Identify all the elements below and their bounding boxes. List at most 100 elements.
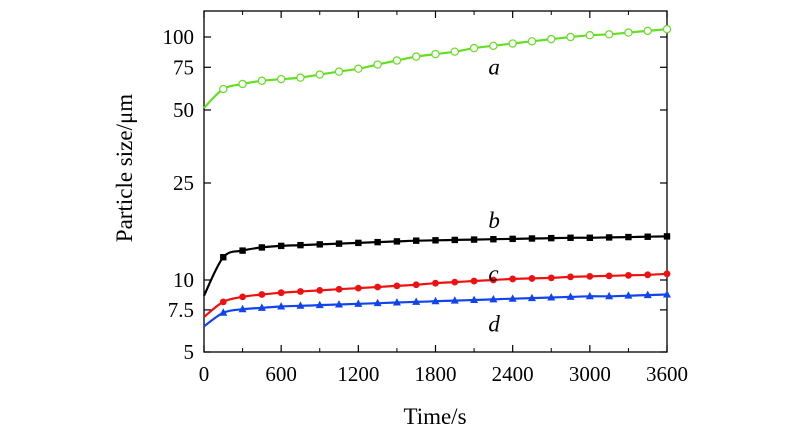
series-c-point bbox=[297, 288, 304, 295]
series-a-point bbox=[469, 43, 479, 53]
series-c-point bbox=[277, 289, 285, 297]
series-b-point bbox=[625, 233, 632, 241]
series-a-label: a bbox=[488, 54, 500, 79]
series-a-point bbox=[662, 24, 672, 34]
series-a-point bbox=[315, 70, 324, 79]
series-d-point bbox=[277, 302, 286, 310]
y-tick-label: 5 bbox=[184, 340, 195, 364]
series-d-point bbox=[470, 295, 479, 303]
series-c-point bbox=[258, 291, 266, 298]
series-b-point bbox=[490, 236, 497, 243]
x-tick-label: 1200 bbox=[337, 362, 379, 386]
series-b-point bbox=[239, 247, 246, 254]
series-c-point bbox=[470, 277, 478, 285]
series-d-point bbox=[431, 296, 440, 305]
series-d-point bbox=[605, 291, 614, 300]
series-a-point bbox=[508, 39, 517, 48]
series-c-point bbox=[528, 275, 536, 282]
series-b-point bbox=[509, 235, 516, 243]
series-a-point bbox=[431, 49, 440, 59]
series-c-point bbox=[412, 281, 420, 289]
y-tick-label: 7.5 bbox=[168, 298, 194, 322]
series-d-point bbox=[392, 298, 401, 306]
series-b-point bbox=[644, 233, 651, 240]
series-a-point bbox=[257, 76, 267, 85]
series-b-point bbox=[277, 242, 285, 250]
y-tick-label: 25 bbox=[173, 171, 194, 195]
series-b-point bbox=[413, 237, 420, 244]
series-b-label: b bbox=[488, 208, 500, 233]
series-d-point bbox=[527, 293, 536, 302]
series-c-point bbox=[335, 285, 343, 293]
series-c-point bbox=[567, 273, 574, 281]
x-axis-title: Time/s bbox=[403, 404, 466, 429]
series-a-point bbox=[238, 79, 247, 89]
series-c-point bbox=[316, 286, 324, 294]
series-b-point bbox=[605, 234, 613, 241]
series-c-point bbox=[625, 271, 632, 279]
series-d-point bbox=[624, 291, 633, 299]
series-a-line bbox=[203, 28, 668, 109]
series-b-point bbox=[258, 244, 266, 251]
series-b-point bbox=[528, 235, 536, 242]
series-b-point bbox=[663, 233, 671, 240]
series-b-point bbox=[297, 241, 304, 249]
series-a-point bbox=[392, 56, 402, 65]
series-a-point bbox=[604, 30, 614, 39]
series-c-point bbox=[451, 278, 459, 286]
series-b-point bbox=[335, 240, 343, 247]
series-b-line bbox=[203, 235, 668, 297]
series-d-point bbox=[412, 297, 421, 305]
series-c-label: c bbox=[488, 261, 498, 286]
series-b-point bbox=[567, 234, 574, 241]
series-d-point bbox=[450, 296, 459, 304]
series-b-point bbox=[451, 236, 458, 244]
series-d-point bbox=[315, 300, 324, 309]
series-a-point bbox=[219, 84, 228, 94]
series-b-point bbox=[355, 239, 362, 247]
series-c-point bbox=[239, 293, 246, 301]
series-a-point bbox=[276, 74, 286, 84]
series-d-point bbox=[219, 308, 228, 316]
series-a-point bbox=[643, 26, 652, 36]
x-tick-label: 3000 bbox=[569, 362, 611, 386]
series-d-point bbox=[643, 290, 652, 299]
series-d-point bbox=[663, 290, 671, 298]
x-tick-label: 0 bbox=[199, 362, 210, 386]
series-d-point bbox=[354, 299, 363, 307]
series-b-point bbox=[316, 241, 323, 248]
series-b-point bbox=[548, 234, 555, 242]
series-c-point bbox=[489, 276, 497, 284]
series-a-point bbox=[527, 37, 537, 46]
series-d-point bbox=[373, 298, 382, 307]
series-a-point bbox=[373, 60, 382, 69]
series-b-point bbox=[220, 254, 227, 261]
series-b-point bbox=[393, 238, 401, 245]
series-d-point bbox=[335, 300, 344, 308]
series-a-point bbox=[489, 41, 498, 50]
series-b-point bbox=[586, 234, 594, 241]
y-tick-label: 75 bbox=[173, 55, 194, 79]
series-a-point bbox=[412, 52, 421, 61]
series-d-point bbox=[296, 301, 305, 309]
series-a-point bbox=[450, 47, 459, 56]
series-d-point bbox=[257, 303, 266, 311]
series-c-point bbox=[354, 284, 362, 292]
series-c-point bbox=[547, 274, 555, 282]
series-c-point bbox=[393, 282, 401, 290]
series-d-point bbox=[585, 291, 594, 300]
series-a-point bbox=[585, 31, 595, 40]
x-tick-label: 1800 bbox=[415, 362, 457, 386]
series-a-point bbox=[334, 67, 344, 76]
y-tick-label: 10 bbox=[173, 268, 194, 292]
x-tick-label: 2400 bbox=[492, 362, 534, 386]
series-c-point bbox=[644, 271, 652, 279]
series-b-point bbox=[374, 238, 381, 246]
series-d-point bbox=[566, 292, 575, 300]
series-d-point bbox=[238, 304, 247, 313]
y-tick-label: 100 bbox=[163, 25, 195, 49]
series-a-point bbox=[624, 28, 633, 37]
y-axis-title: Particle size/μm bbox=[112, 94, 137, 242]
series-c-point bbox=[432, 279, 439, 287]
